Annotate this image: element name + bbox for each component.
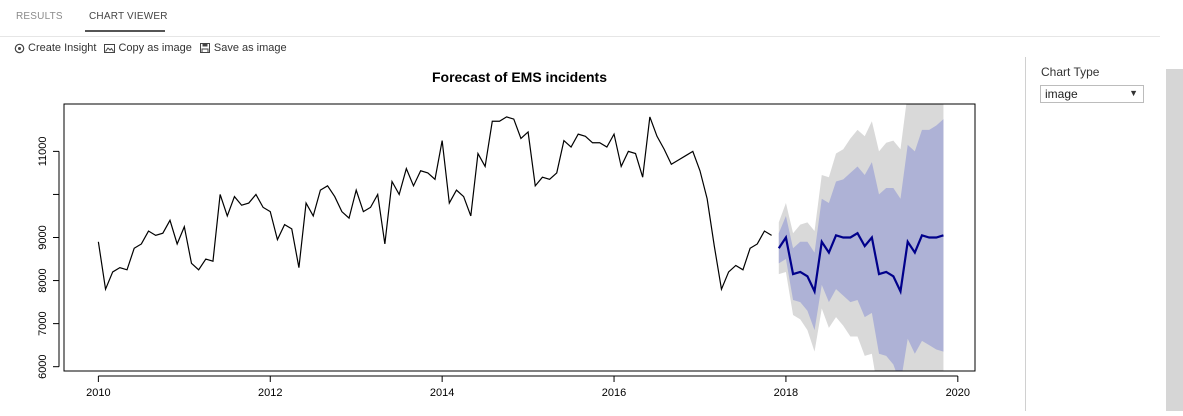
active-tab-indicator xyxy=(85,30,165,32)
chart-area: Forecast of EMS incidents 2010 2012 2014 201… xyxy=(0,60,1000,411)
x-tick-label: 2010 xyxy=(86,387,110,399)
forecast-mean-line xyxy=(777,231,944,296)
plot-series-group xyxy=(97,104,944,371)
tab-chart-viewer[interactable]: CHART VIEWER xyxy=(89,11,168,22)
chart-options-panel: Chart Type image ▼ xyxy=(1025,57,1166,411)
tab-bar: RESULTS CHART VIEWER xyxy=(0,0,1160,37)
copy-as-image-label: Copy as image xyxy=(118,42,192,54)
chevron-down-icon: ▼ xyxy=(1129,88,1138,98)
create-insight-button[interactable]: Create Insight xyxy=(14,42,96,54)
y-tick-label: 11000 xyxy=(37,136,49,166)
vertical-scrollbar[interactable] xyxy=(1166,69,1183,411)
plot-frame xyxy=(63,103,976,372)
tab-results[interactable]: RESULTS xyxy=(16,11,63,22)
copy-image-icon xyxy=(104,43,116,53)
toolbar: Create Insight Copy as image Save as ima… xyxy=(14,40,287,56)
forecast-80-band xyxy=(778,119,944,371)
y-tick-label: 9000 xyxy=(37,225,49,249)
x-tick-label: 2012 xyxy=(258,387,282,399)
x-tick-label: 2016 xyxy=(602,387,626,399)
save-as-image-label: Save as image xyxy=(213,42,287,54)
chart-type-label: Chart Type xyxy=(1041,65,1100,79)
x-tick-label: 2020 xyxy=(946,387,970,399)
y-tick-label: 7000 xyxy=(37,311,49,335)
save-as-image-button[interactable]: Save as image xyxy=(199,42,287,54)
forecast-chart: Forecast of EMS incidents 2010 2012 2014 201… xyxy=(37,69,976,399)
create-insight-label: Create Insight xyxy=(28,42,97,54)
y-tick-label: 8000 xyxy=(37,268,49,292)
copy-as-image-button[interactable]: Copy as image xyxy=(104,42,192,54)
x-tick-label: 2018 xyxy=(774,387,798,399)
save-image-icon xyxy=(199,42,210,53)
history-line xyxy=(97,116,772,292)
insight-icon xyxy=(14,43,25,53)
chart-type-value: image xyxy=(1045,87,1078,101)
y-tick-label: 6000 xyxy=(37,354,49,378)
chart-title: Forecast of EMS incidents xyxy=(432,69,607,85)
chart-type-select[interactable]: image ▼ xyxy=(1040,85,1144,103)
x-tick-label: 2014 xyxy=(430,387,454,399)
